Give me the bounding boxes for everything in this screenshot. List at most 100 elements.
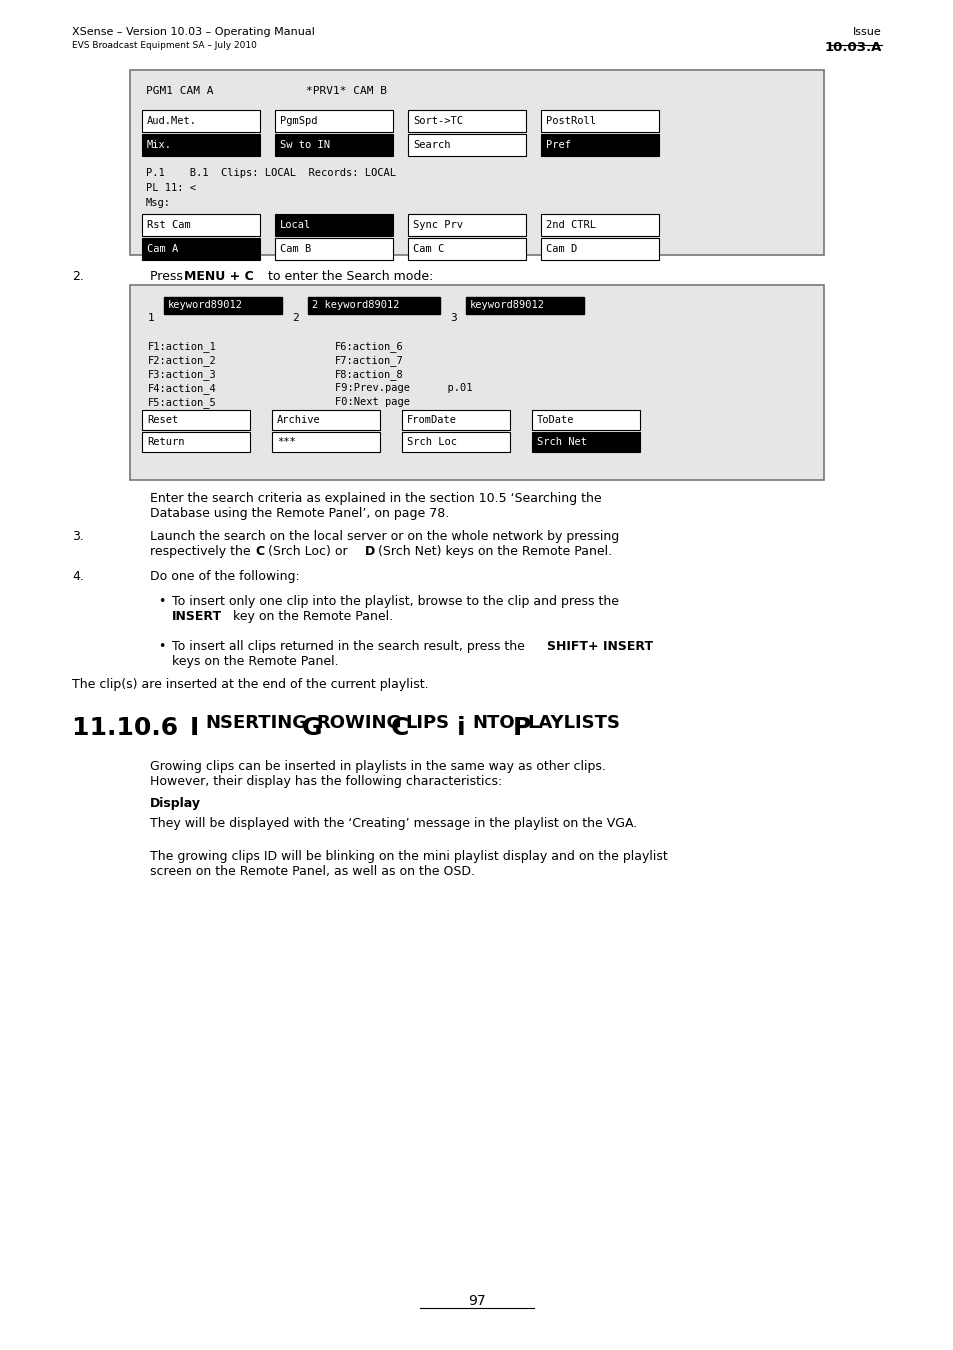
Text: F8:action_8: F8:action_8: [335, 369, 403, 379]
Text: SHIFT+ INSERT: SHIFT+ INSERT: [546, 640, 653, 653]
Text: F6:action_6: F6:action_6: [335, 342, 403, 352]
FancyBboxPatch shape: [540, 238, 659, 261]
Text: keyword89012: keyword89012: [168, 301, 243, 310]
Text: MENU + C: MENU + C: [184, 270, 253, 284]
Text: Cam C: Cam C: [413, 244, 444, 254]
FancyBboxPatch shape: [408, 215, 525, 236]
Text: Search: Search: [413, 140, 450, 150]
Text: 3.: 3.: [71, 531, 84, 543]
Text: Database using the Remote Panel’, on page 78.: Database using the Remote Panel’, on pag…: [150, 508, 449, 520]
Text: screen on the Remote Panel, as well as on the OSD.: screen on the Remote Panel, as well as o…: [150, 865, 475, 878]
Text: Cam D: Cam D: [545, 244, 577, 254]
Text: 2nd CTRL: 2nd CTRL: [545, 220, 596, 230]
Text: PgmSpd: PgmSpd: [280, 116, 317, 126]
Text: P.1    B.1  Clips: LOCAL  Records: LOCAL: P.1 B.1 Clips: LOCAL Records: LOCAL: [146, 167, 395, 178]
Text: i: i: [456, 716, 465, 740]
FancyBboxPatch shape: [540, 134, 659, 157]
Text: However, their display has the following characteristics:: However, their display has the following…: [150, 775, 501, 788]
FancyBboxPatch shape: [142, 215, 260, 236]
Text: to enter the Search mode:: to enter the Search mode:: [260, 270, 433, 284]
FancyBboxPatch shape: [308, 297, 439, 315]
Text: Cam A: Cam A: [147, 244, 178, 254]
Text: NTO: NTO: [472, 714, 515, 733]
Text: 2.: 2.: [71, 270, 84, 284]
FancyBboxPatch shape: [408, 134, 525, 157]
Text: Enter the search criteria as explained in the section 10.5 ‘Searching the: Enter the search criteria as explained i…: [150, 491, 601, 505]
Text: •: •: [158, 640, 165, 653]
FancyBboxPatch shape: [408, 238, 525, 261]
FancyBboxPatch shape: [142, 109, 260, 132]
Text: Return: Return: [147, 437, 184, 447]
Text: C: C: [390, 716, 408, 740]
Text: 1: 1: [148, 313, 154, 323]
Text: Sw to IN: Sw to IN: [280, 140, 330, 150]
FancyBboxPatch shape: [465, 297, 583, 315]
Text: The growing clips ID will be blinking on the mini playlist display and on the pl: The growing clips ID will be blinking on…: [150, 850, 667, 863]
Text: Press: Press: [150, 270, 187, 284]
FancyBboxPatch shape: [540, 215, 659, 236]
Text: C: C: [254, 545, 264, 558]
FancyBboxPatch shape: [540, 109, 659, 132]
Text: 11.10.6: 11.10.6: [71, 716, 187, 740]
Text: F9:Prev.page      p.01: F9:Prev.page p.01: [335, 383, 472, 393]
Text: LIPS: LIPS: [405, 714, 450, 733]
FancyBboxPatch shape: [272, 410, 379, 431]
Text: F2:action_2: F2:action_2: [148, 355, 216, 366]
Text: PGM1 CAM A: PGM1 CAM A: [146, 86, 213, 96]
Text: Sort->TC: Sort->TC: [413, 116, 462, 126]
Text: 10.03.A: 10.03.A: [823, 40, 882, 54]
Text: I: I: [190, 716, 199, 740]
Text: ToDate: ToDate: [537, 414, 574, 425]
Text: D: D: [365, 545, 375, 558]
Text: LAYLISTS: LAYLISTS: [527, 714, 620, 733]
Text: To insert all clips returned in the search result, press the: To insert all clips returned in the sear…: [172, 640, 528, 653]
Text: Sync Prv: Sync Prv: [413, 220, 462, 230]
Text: G: G: [301, 716, 322, 740]
Text: XSense – Version 10.03 – Operating Manual: XSense – Version 10.03 – Operating Manua…: [71, 27, 314, 36]
FancyBboxPatch shape: [142, 410, 250, 431]
Text: F5:action_5: F5:action_5: [148, 397, 216, 408]
FancyBboxPatch shape: [130, 285, 823, 481]
FancyBboxPatch shape: [532, 432, 639, 452]
Text: 97: 97: [468, 1295, 485, 1308]
FancyBboxPatch shape: [142, 432, 250, 452]
Text: Launch the search on the local server or on the whole network by pressing: Launch the search on the local server or…: [150, 531, 618, 543]
Text: 3: 3: [450, 313, 456, 323]
FancyBboxPatch shape: [142, 238, 260, 261]
FancyBboxPatch shape: [274, 215, 393, 236]
Text: EVS Broadcast Equipment SA – July 2010: EVS Broadcast Equipment SA – July 2010: [71, 40, 256, 50]
Text: *PRV1* CAM B: *PRV1* CAM B: [306, 86, 387, 96]
Text: keyword89012: keyword89012: [470, 301, 544, 310]
FancyBboxPatch shape: [274, 109, 393, 132]
Text: Local: Local: [280, 220, 311, 230]
Text: NSERTING: NSERTING: [205, 714, 307, 733]
Text: key on the Remote Panel.: key on the Remote Panel.: [229, 610, 393, 622]
Text: Pref: Pref: [545, 140, 571, 150]
FancyBboxPatch shape: [532, 410, 639, 431]
Text: To insert only one clip into the playlist, browse to the clip and press the: To insert only one clip into the playlis…: [172, 595, 618, 608]
Text: Display: Display: [150, 796, 201, 810]
Text: (Srch Loc) or: (Srch Loc) or: [264, 545, 352, 558]
Text: INSERT: INSERT: [172, 610, 222, 622]
Text: ROWING: ROWING: [316, 714, 402, 733]
FancyBboxPatch shape: [401, 410, 510, 431]
Text: F7:action_7: F7:action_7: [335, 355, 403, 366]
Text: F1:action_1: F1:action_1: [148, 342, 216, 352]
Text: 4.: 4.: [71, 570, 84, 583]
Text: Do one of the following:: Do one of the following:: [150, 570, 299, 583]
Text: •: •: [158, 595, 165, 608]
FancyBboxPatch shape: [408, 109, 525, 132]
Text: keys on the Remote Panel.: keys on the Remote Panel.: [172, 655, 338, 668]
FancyBboxPatch shape: [274, 134, 393, 157]
Text: 2: 2: [292, 313, 298, 323]
Text: They will be displayed with the ‘Creating’ message in the playlist on the VGA.: They will be displayed with the ‘Creatin…: [150, 817, 637, 830]
Text: Issue: Issue: [852, 27, 882, 36]
FancyBboxPatch shape: [272, 432, 379, 452]
Text: ***: ***: [276, 437, 295, 447]
Text: Archive: Archive: [276, 414, 320, 425]
Text: 2 keyword89012: 2 keyword89012: [312, 301, 399, 310]
Text: (Srch Net) keys on the Remote Panel.: (Srch Net) keys on the Remote Panel.: [374, 545, 612, 558]
Text: PL 11: <: PL 11: <: [146, 184, 195, 193]
Text: Aud.Met.: Aud.Met.: [147, 116, 196, 126]
Text: Mix.: Mix.: [147, 140, 172, 150]
